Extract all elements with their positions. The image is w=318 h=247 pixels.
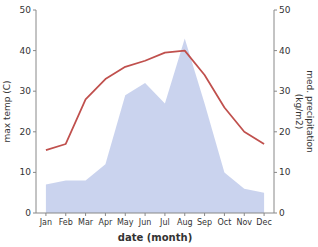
y2-tick-label: 50	[279, 5, 291, 15]
x-tick	[45, 213, 46, 216]
plot-area	[46, 38, 264, 213]
y2-tick	[274, 172, 277, 173]
x-tick-label: Feb	[59, 218, 73, 227]
x-tick	[85, 213, 86, 216]
x-tick-label: Mar	[78, 218, 94, 227]
y-tick-label: 40	[20, 46, 32, 56]
x-tick-label: Jun	[138, 218, 152, 227]
y2-tick-label: 30	[279, 86, 291, 96]
x-tick	[145, 213, 146, 216]
precipitation-area	[46, 38, 264, 213]
y2-tick	[274, 10, 277, 11]
y2-tick	[274, 131, 277, 132]
x-tick	[264, 213, 265, 216]
x-tick-label: Dec	[256, 218, 271, 227]
x-tick	[125, 213, 126, 216]
x-tick	[65, 213, 66, 216]
x-tick-label: Oct	[217, 218, 231, 227]
chart: 0 10 20 30 40 50 0 10 20 30 40 50 Jan Feb Mar Apr May Jun…	[0, 0, 318, 247]
y2-axis-line	[274, 10, 275, 213]
x-tick-label: Aug	[177, 218, 193, 227]
x-tick	[224, 213, 225, 216]
y-tick	[33, 213, 36, 214]
y2-tick	[274, 91, 277, 92]
y2-axis-label-line: (kg/m2)	[294, 94, 304, 129]
x-tick	[204, 213, 205, 216]
y-tick-label: 0	[25, 208, 31, 218]
x-tick-label: Apr	[98, 218, 113, 227]
y-tick-label: 50	[20, 5, 32, 15]
y-tick	[33, 91, 36, 92]
y2-tick-label: 0	[279, 208, 285, 218]
y2-axis-label: med. precipitation(kg/m2)	[294, 70, 315, 152]
y2-tick	[274, 50, 277, 51]
y-tick-label: 10	[20, 167, 32, 177]
y-tick-label: 20	[20, 127, 32, 137]
y2-tick-label: 20	[279, 127, 291, 137]
x-tick-label: Jan	[39, 218, 52, 227]
y-tick	[33, 131, 36, 132]
y2-axis-label-line: med. precipitation	[305, 70, 315, 152]
y-tick-label: 30	[20, 86, 32, 96]
y2-tick	[274, 213, 277, 214]
y-tick	[33, 10, 36, 11]
y-axis-label: max temp (C)	[2, 80, 12, 142]
x-tick-label: Nov	[236, 218, 252, 227]
y2-tick-label: 40	[279, 46, 291, 56]
temperature-line	[46, 51, 264, 150]
y2-tick-label: 10	[279, 167, 291, 177]
x-tick	[105, 213, 106, 216]
x-axis-label: date (month)	[118, 232, 192, 243]
x-tick-label: May	[117, 218, 134, 227]
x-tick-label: Jul	[159, 218, 170, 227]
x-tick	[244, 213, 245, 216]
x-axis-line	[36, 213, 274, 214]
y-tick	[33, 172, 36, 173]
x-tick-label: Sep	[197, 218, 212, 227]
y-axis-line	[36, 10, 37, 213]
x-tick	[164, 213, 165, 216]
x-tick	[184, 213, 185, 216]
y-tick	[33, 50, 36, 51]
